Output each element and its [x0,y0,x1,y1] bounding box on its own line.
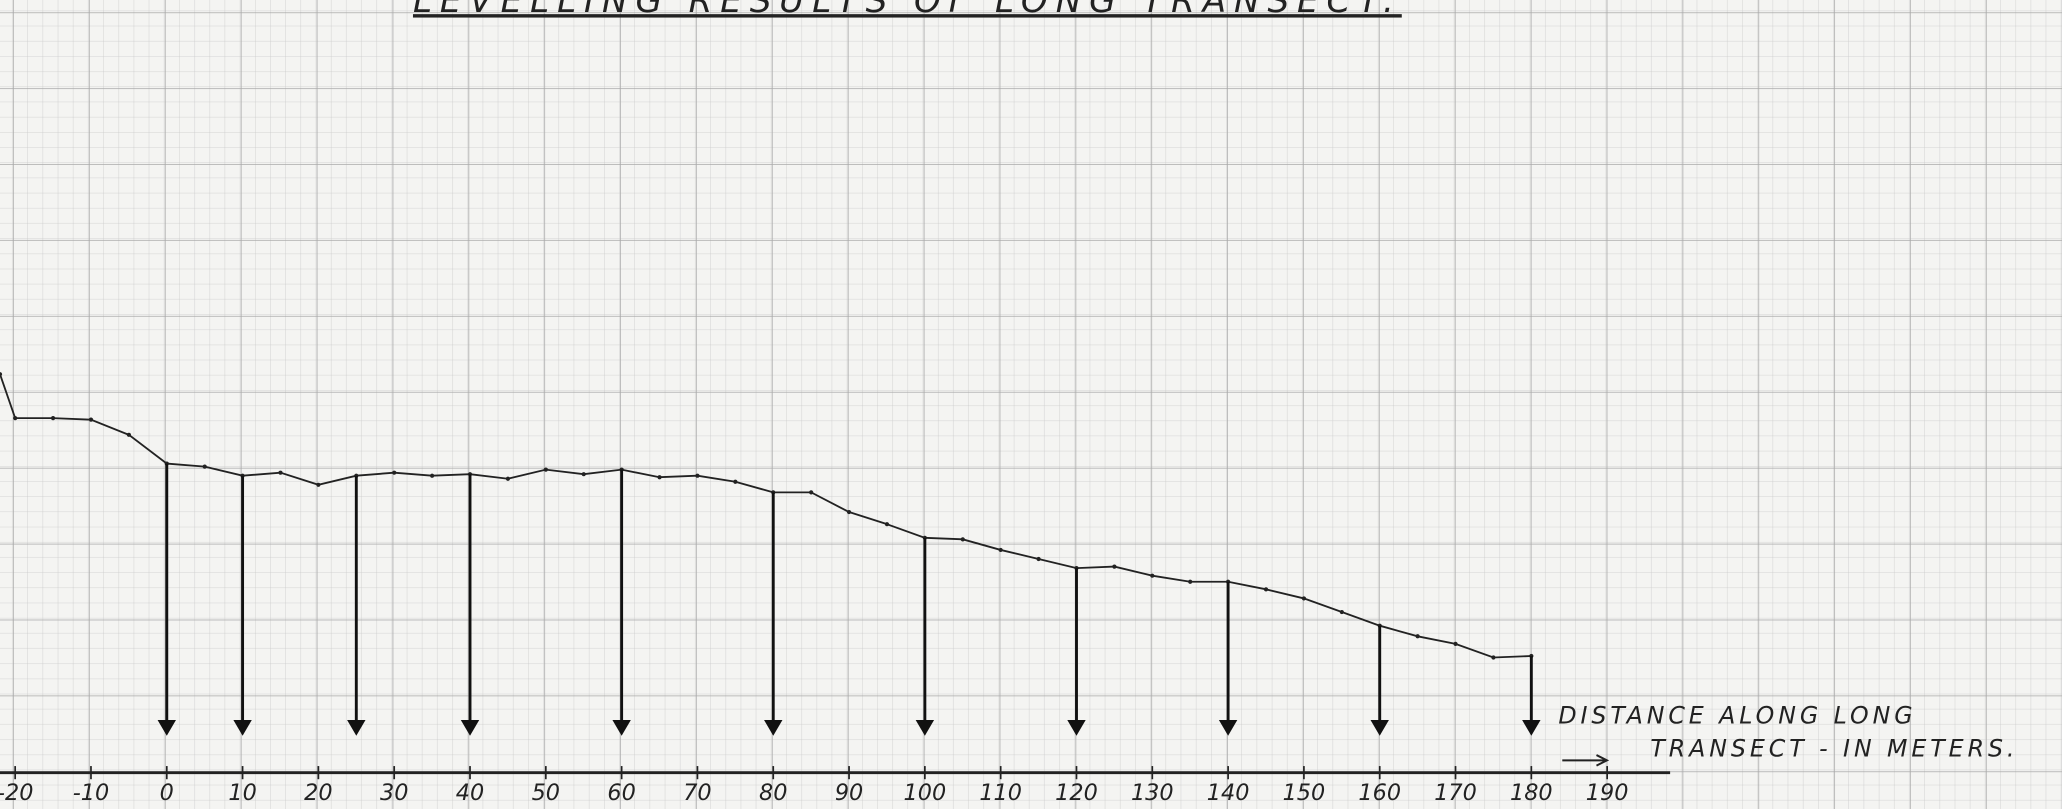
arrow-head [157,720,176,736]
station-point [88,417,94,422]
arrow-head [612,720,631,736]
station-point [50,416,56,421]
arrow-head [1067,720,1086,736]
station-point [733,479,738,484]
station-point [1036,556,1041,562]
x-tick-label: 140 [1207,780,1250,806]
x-axis-label: DISTANCE ALONG LONG [1558,701,1916,729]
station-point [657,475,662,480]
x-tick-label: 80 [759,780,787,806]
station-point [392,470,397,475]
x-tick-label: -10 [73,780,109,806]
arrow-head [1218,720,1238,736]
x-tick-label: 20 [304,780,332,806]
arrow-head [1522,720,1541,736]
station-point [695,473,700,478]
arrow-head [347,720,366,736]
station-point [316,482,321,487]
station-point [846,509,852,515]
x-tick-label: 150 [1283,780,1326,806]
profile-line [0,373,1532,659]
arrow-head [233,720,252,736]
station-point [202,464,207,469]
x-tick-label: 110 [979,780,1022,806]
x-tick-label: 160 [1358,780,1401,806]
station-point [1453,641,1458,646]
x-tick-label: 0 [160,780,174,806]
station-point [543,467,548,472]
x-axis-label: TRANSECT - IN METERS. [1650,734,2018,762]
direction-arrow [1562,754,1610,767]
x-tick-label: 10 [228,780,256,806]
x-tick-label: -20 [0,780,33,806]
x-tick-label: 50 [532,780,560,806]
x-tick-label: 30 [380,780,408,806]
x-tick-label: 70 [683,780,711,806]
arrow-head [764,720,783,736]
station-point [809,490,814,495]
arrow-head [915,720,935,736]
station-point [1301,596,1307,601]
x-tick-label: 190 [1586,780,1629,806]
station-point [960,537,965,542]
station-point [998,547,1003,553]
x-tick-label: 170 [1434,780,1477,806]
x-tick-label: 90 [835,780,863,806]
chart-title: LEVELLING RESULTS OF LONG TRANSECT. [413,0,1402,21]
arrow-head [1370,720,1389,736]
station-point [0,372,3,377]
x-tick-label: 130 [1131,780,1174,806]
station-point [126,432,131,437]
station-point [1339,609,1344,615]
x-tick-label: 40 [456,780,484,806]
station-point [1112,564,1117,569]
station-point [505,476,511,481]
station-point [1263,587,1269,592]
station-point [1150,573,1155,578]
arrow-head [460,720,480,736]
x-tick-label: 180 [1510,780,1553,806]
station-point [430,473,435,478]
station-point [278,470,283,475]
x-tick-label: 60 [607,780,635,806]
station-point [13,416,18,421]
station-point [1491,655,1496,660]
x-tick-label: 120 [1055,780,1098,806]
station-point [581,472,586,477]
station-point [1415,634,1420,639]
station-point [884,522,890,527]
station-point [1188,579,1193,584]
x-tick-label: 100 [904,780,947,806]
